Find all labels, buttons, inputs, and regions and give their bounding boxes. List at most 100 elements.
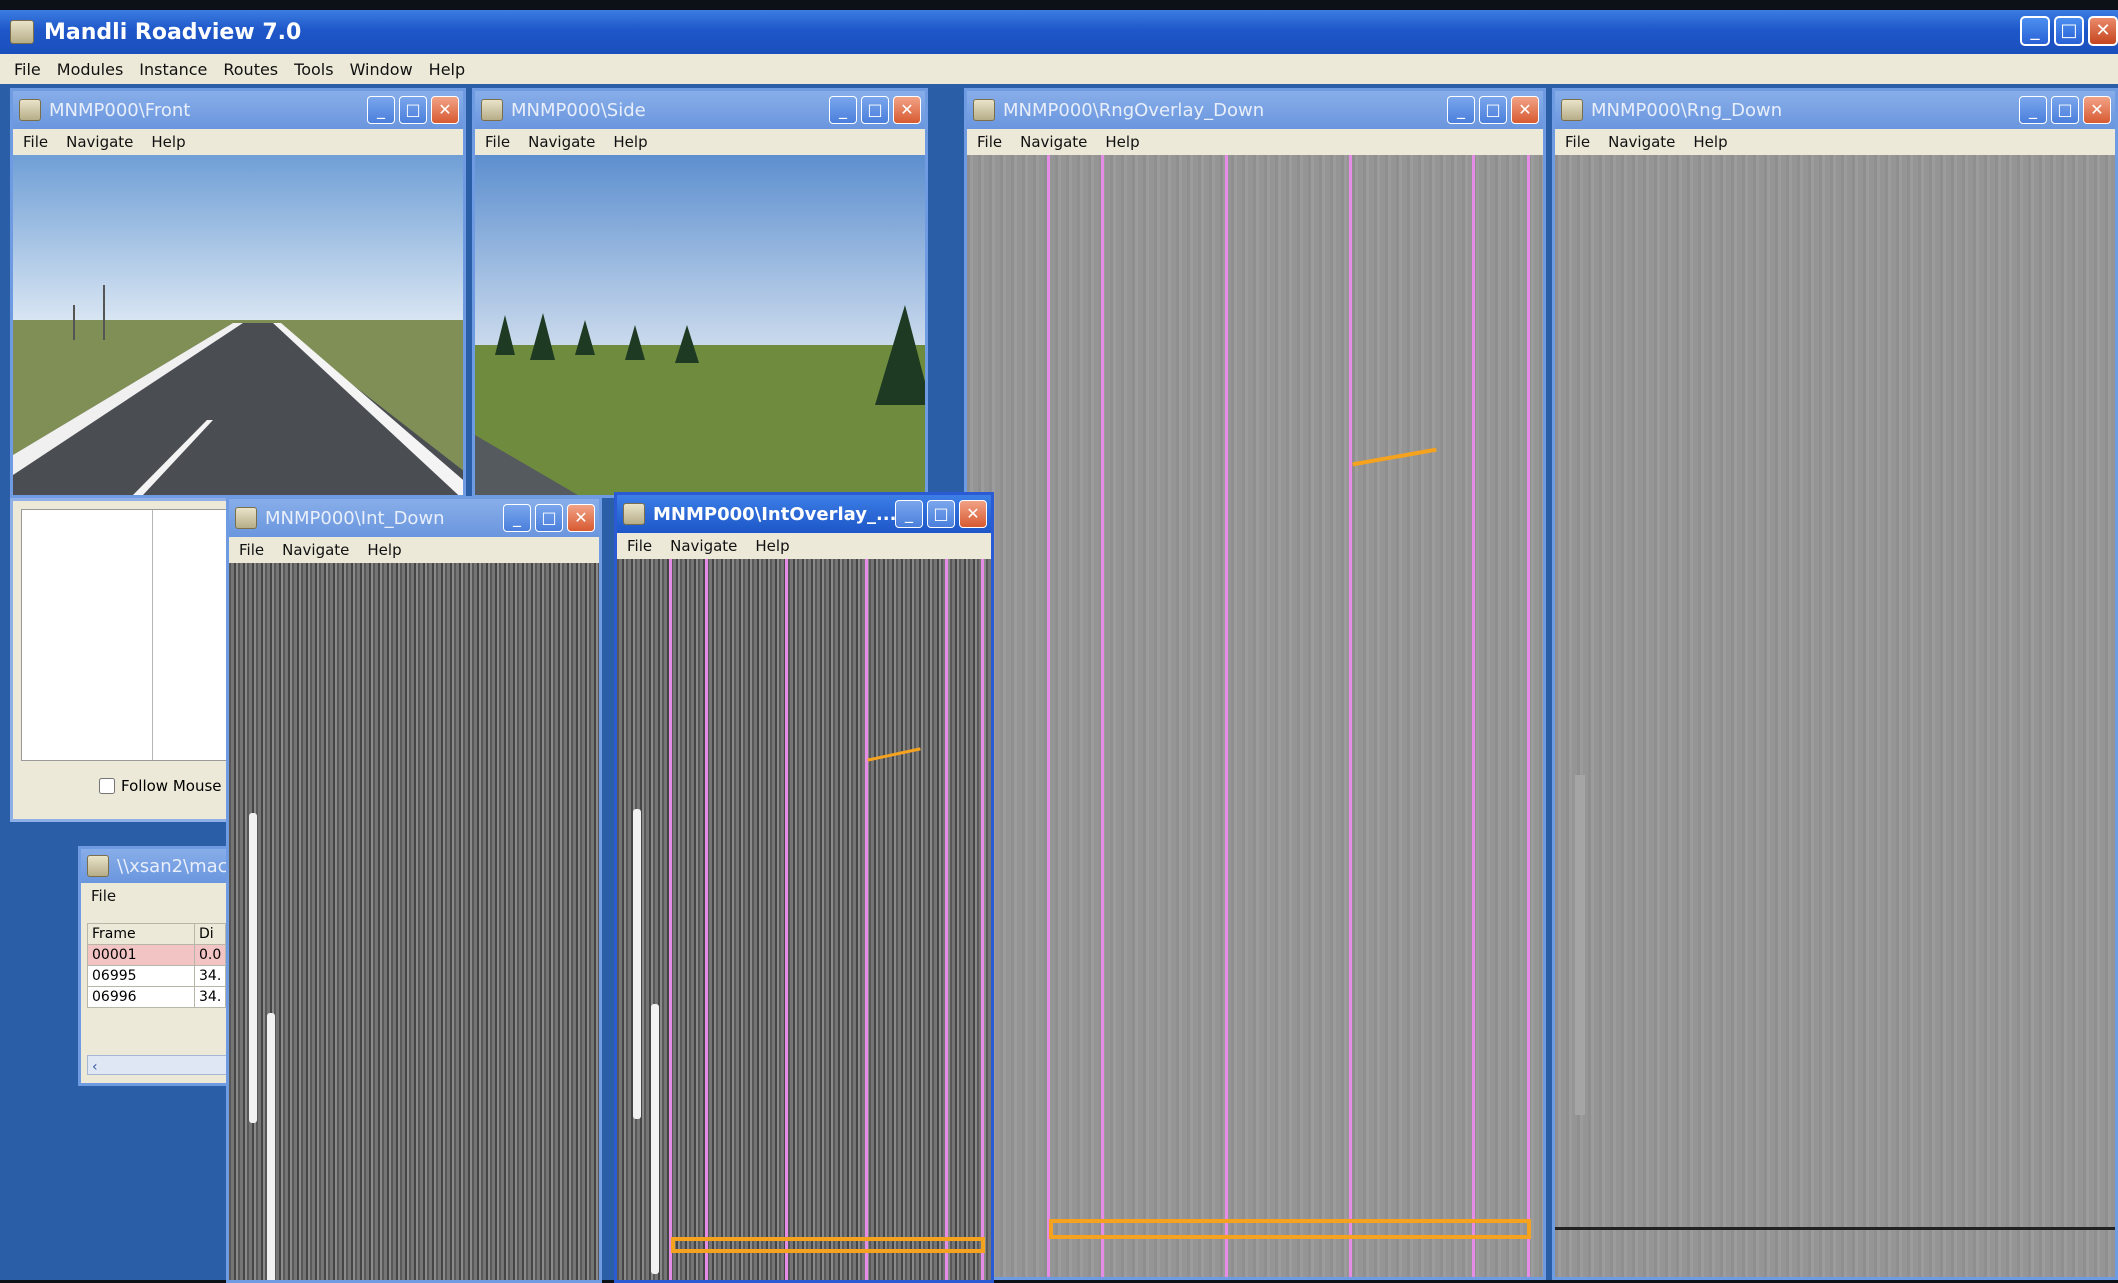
- col-di[interactable]: Di: [193, 923, 227, 945]
- menu-navigate[interactable]: Navigate: [282, 541, 350, 559]
- menu-instance[interactable]: Instance: [139, 59, 208, 79]
- overlay-lane-line: [1101, 155, 1104, 1277]
- front-titlebar[interactable]: MNMP000\Front _ □ ✕: [13, 91, 463, 129]
- overlay-lane-line: [669, 559, 672, 1280]
- follow-mouse-checkbox[interactable]: [99, 778, 115, 794]
- maximize-icon[interactable]: □: [2054, 16, 2084, 46]
- menu-file[interactable]: File: [91, 887, 117, 905]
- menu-navigate[interactable]: Navigate: [528, 133, 596, 151]
- overlay-lane-line: [945, 559, 948, 1280]
- maximize-icon[interactable]: □: [1479, 96, 1507, 124]
- list-panel: Follow Mouse: [10, 498, 236, 822]
- menu-help[interactable]: Help: [755, 537, 790, 555]
- maximize-icon[interactable]: □: [535, 504, 563, 532]
- window-icon: [481, 99, 503, 121]
- menu-help[interactable]: Help: [1693, 133, 1728, 151]
- follow-mouse-label: Follow Mouse: [121, 777, 222, 795]
- scroll-left-icon[interactable]: ‹: [92, 1059, 98, 1075]
- lane-stripe: [633, 809, 641, 1119]
- menu-file[interactable]: File: [1565, 133, 1591, 151]
- menu-help[interactable]: Help: [428, 59, 466, 79]
- app-title: Mandli Roadview 7.0: [44, 19, 302, 45]
- menu-navigate[interactable]: Navigate: [1608, 133, 1676, 151]
- menu-tools[interactable]: Tools: [294, 59, 334, 79]
- minimize-icon[interactable]: _: [829, 96, 857, 124]
- app-titlebar[interactable]: Mandli Roadview 7.0 _ □ ✕: [0, 10, 2118, 54]
- horizontal-scrollbar[interactable]: ‹: [87, 1055, 235, 1075]
- close-icon[interactable]: ✕: [567, 504, 595, 532]
- side-window: MNMP000\Side _ □ ✕ File Navigate Help: [472, 88, 928, 498]
- minimize-icon[interactable]: _: [503, 504, 531, 532]
- menu-navigate[interactable]: Navigate: [66, 133, 134, 151]
- int-down-window: MNMP000\Int_Down _ □ ✕ File Navigate Help: [226, 496, 602, 1283]
- road-front-view: [13, 155, 463, 495]
- menu-modules[interactable]: Modules: [56, 59, 124, 79]
- menu-help[interactable]: Help: [151, 133, 186, 151]
- int-down-menubar: File Navigate Help: [229, 537, 599, 563]
- minimize-icon[interactable]: _: [895, 500, 923, 528]
- int-down-titlebar[interactable]: MNMP000\Int_Down _ □ ✕: [229, 499, 599, 537]
- rng-down-title: MNMP000\Rng_Down: [1591, 99, 1783, 121]
- xsan-title: \\xsan2\mac: [117, 855, 228, 877]
- close-icon[interactable]: ✕: [1511, 96, 1539, 124]
- close-icon[interactable]: ✕: [431, 96, 459, 124]
- xsan-titlebar[interactable]: \\xsan2\mac: [81, 849, 235, 883]
- minimize-icon[interactable]: _: [2019, 96, 2047, 124]
- col-frame[interactable]: Frame: [87, 923, 195, 945]
- window-icon: [235, 507, 257, 529]
- table-row[interactable]: 06996 34.: [87, 986, 227, 1008]
- maximize-icon[interactable]: □: [927, 500, 955, 528]
- menu-help[interactable]: Help: [367, 541, 402, 559]
- rng-down-titlebar[interactable]: MNMP000\Rng_Down _ □ ✕: [1555, 91, 2115, 129]
- minimize-icon[interactable]: _: [1447, 96, 1475, 124]
- window-icon: [19, 99, 41, 121]
- frame-table-wrap: Frame Di 00001 0.0 06995 34. 06996 34.: [87, 923, 235, 1008]
- menu-navigate[interactable]: Navigate: [1020, 133, 1088, 151]
- close-icon[interactable]: ✕: [2088, 16, 2118, 46]
- menu-routes[interactable]: Routes: [223, 59, 279, 79]
- menu-navigate[interactable]: Navigate: [670, 537, 738, 555]
- maximize-icon[interactable]: □: [399, 96, 427, 124]
- rng-overlay-titlebar[interactable]: MNMP000\RngOverlay_Down _ □ ✕: [967, 91, 1543, 129]
- int-overlay-title: MNMP000\IntOverlay_...: [653, 503, 897, 525]
- crack-marker: [1352, 447, 1437, 467]
- menu-file[interactable]: File: [23, 133, 49, 151]
- range-image: [1555, 155, 2115, 1277]
- overlay-lane-line: [1527, 155, 1530, 1277]
- window-icon: [1561, 99, 1583, 121]
- maximize-icon[interactable]: □: [861, 96, 889, 124]
- xsan-window: \\xsan2\mac File Frame Di 00001 0.0 06995 3…: [78, 846, 238, 1086]
- minimize-icon[interactable]: _: [2020, 16, 2050, 46]
- menu-help[interactable]: Help: [1105, 133, 1140, 151]
- app-icon: [10, 20, 34, 44]
- overlay-lane-line: [1225, 155, 1228, 1277]
- table-row[interactable]: 00001 0.0: [87, 944, 227, 966]
- rng-down-window: MNMP000\Rng_Down _ □ ✕ File Navigate Help: [1552, 88, 2118, 1280]
- side-title: MNMP000\Side: [511, 99, 646, 121]
- minimize-icon[interactable]: _: [367, 96, 395, 124]
- menu-file[interactable]: File: [14, 59, 41, 79]
- menu-file[interactable]: File: [239, 541, 265, 559]
- rng-overlay-window: MNMP000\RngOverlay_Down _ □ ✕ File Navigat…: [964, 88, 1546, 1280]
- close-icon[interactable]: ✕: [959, 500, 987, 528]
- lane-stripe: [267, 1013, 275, 1280]
- menu-help[interactable]: Help: [613, 133, 648, 151]
- overlay-lane-line: [705, 559, 708, 1280]
- front-camera-image: [13, 155, 463, 495]
- int-overlay-titlebar[interactable]: MNMP000\IntOverlay_... _ □ ✕: [617, 495, 991, 533]
- overlay-lane-line: [1047, 155, 1050, 1277]
- range-overlay-image: [967, 155, 1543, 1277]
- rng-overlay-title: MNMP000\RngOverlay_Down: [1003, 99, 1265, 121]
- menu-file[interactable]: File: [977, 133, 1003, 151]
- close-icon[interactable]: ✕: [2083, 96, 2111, 124]
- menu-file[interactable]: File: [627, 537, 653, 555]
- close-icon[interactable]: ✕: [893, 96, 921, 124]
- menu-window[interactable]: Window: [349, 59, 413, 79]
- side-titlebar[interactable]: MNMP000\Side _ □ ✕: [475, 91, 925, 129]
- frame-list[interactable]: [21, 509, 233, 761]
- table-row[interactable]: 06995 34.: [87, 965, 227, 987]
- crack-box: [1049, 1219, 1531, 1239]
- maximize-icon[interactable]: □: [2051, 96, 2079, 124]
- window-icon: [623, 503, 645, 525]
- menu-file[interactable]: File: [485, 133, 511, 151]
